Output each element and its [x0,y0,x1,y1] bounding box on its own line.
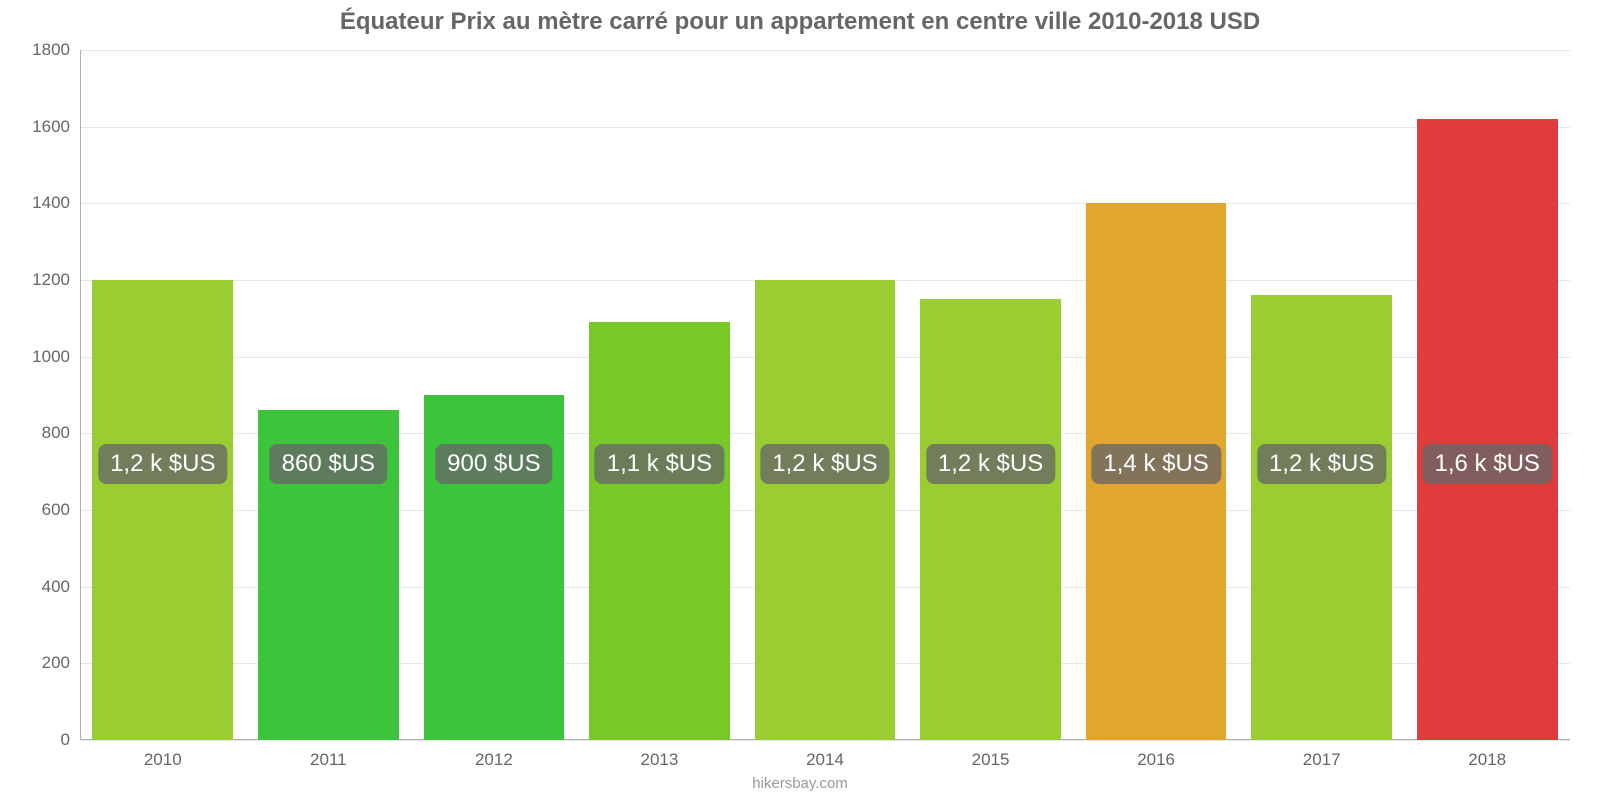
y-tick-label: 1400 [32,193,70,213]
x-tick-label: 2013 [641,750,679,770]
y-tick-label: 0 [61,730,70,750]
chart-title: Équateur Prix au mètre carré pour un app… [0,8,1600,36]
y-tick-label: 200 [42,653,70,673]
y-tick-label: 1600 [32,117,70,137]
y-tick-label: 600 [42,500,70,520]
y-tick-label: 800 [42,423,70,443]
bar: 1,2 k $US [1251,295,1392,740]
x-tick-label: 2010 [144,750,182,770]
x-tick-label: 2012 [475,750,513,770]
x-tick-label: 2011 [310,750,347,770]
bar: 1,6 k $US [1417,119,1558,740]
bar-value-label: 1,1 k $US [595,444,724,484]
bar-value-label: 1,2 k $US [760,444,889,484]
bar-value-label: 1,2 k $US [926,444,1055,484]
bar: 1,2 k $US [920,299,1061,740]
x-tick-label: 2015 [972,750,1010,770]
x-tick-label: 2014 [806,750,844,770]
y-tick-label: 1200 [32,270,70,290]
y-tick-label: 400 [42,577,70,597]
y-tick-label: 1000 [32,347,70,367]
bar-value-label: 1,4 k $US [1091,444,1220,484]
bar: 900 $US [424,395,565,740]
bar: 1,2 k $US [92,280,233,740]
x-tick-label: 2016 [1137,750,1175,770]
bar-value-label: 1,2 k $US [98,444,227,484]
x-tick-label: 2017 [1303,750,1341,770]
x-tick-label: 2018 [1468,750,1506,770]
bar: 1,2 k $US [755,280,896,740]
bars-container: 1,2 k $US 860 $US 900 $US 1,1 k $US 1,2 k $U… [80,50,1570,740]
bar-value-label: 1,2 k $US [1257,444,1386,484]
y-tick-label: 1800 [32,40,70,60]
plot-area: 1,2 k $US 860 $US 900 $US 1,1 k $US 1,2 k $U… [80,50,1570,740]
source-label: hikersbay.com [0,775,1600,792]
bar-value-label: 1,6 k $US [1423,444,1552,484]
bar-value-label: 860 $US [270,444,387,484]
bar: 1,4 k $US [1086,203,1227,740]
bar: 1,1 k $US [589,322,730,740]
bar: 860 $US [258,410,399,740]
gridline [80,740,1570,741]
bar-value-label: 900 $US [435,444,552,484]
